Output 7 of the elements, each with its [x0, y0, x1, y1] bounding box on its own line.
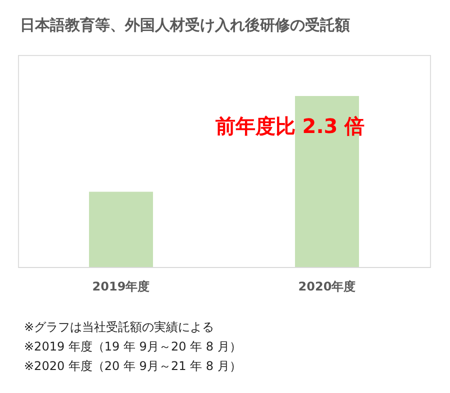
text: ※2019 年度（19 年 9月～20 年 8 月） [24, 340, 242, 354]
x-tick-label: 2019年度 [92, 280, 150, 294]
x-tick-label: 2020年度 [298, 280, 356, 294]
text: ※グラフは当社受託額の実績による [24, 320, 214, 334]
annotation: 前年度比 2.3 倍 [214, 114, 365, 138]
text: ※2020 年度（20 年 9月～21 年 8 月） [24, 359, 242, 373]
chart-title: 日本語教育等、外国人材受け入れ後研修の受託額 [20, 16, 350, 34]
